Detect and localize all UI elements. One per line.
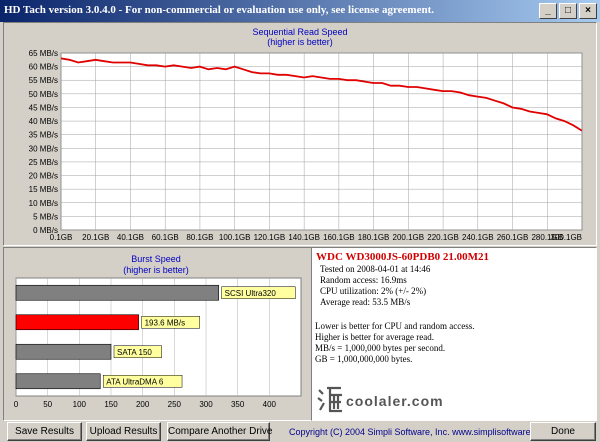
random-access: Random access: 16.9ms	[320, 275, 407, 285]
burst-x-tick-label: 0	[14, 400, 19, 409]
seq-x-tick-label: 0.1GB	[50, 233, 73, 242]
note-average-read: Higher is better for average read.	[315, 332, 434, 342]
sequential-read-subtitle: (higher is better)	[267, 37, 333, 47]
drive-model: WDC WD3000JS-60PDB0 21.00M21	[316, 251, 490, 263]
burst-label-box	[102, 375, 183, 388]
note-cpu-random: Lower is better for CPU and random acces…	[315, 321, 475, 331]
burst-speed-title: Burst Speed	[131, 254, 181, 264]
seq-x-tick-label: 260.1GB	[497, 233, 529, 242]
burst-label-box	[141, 316, 200, 329]
note-mbps-def: MB/s = 1,000,000 bytes per second.	[315, 343, 446, 353]
seq-x-tick-label: 200.1GB	[393, 233, 425, 242]
burst-x-axis: 0 50 100 150 200 250 300 350 400	[14, 400, 277, 409]
seq-x-tick-label: 80.1GB	[186, 233, 213, 242]
sequential-read-chart: Sequential Read Speed (higher is better)…	[29, 27, 583, 242]
burst-bar-label-ata-ultradma-6: ATA UltraDMA 6	[106, 377, 164, 386]
watermark-glyph-icon	[317, 386, 342, 413]
burst-bars: SCSI Ultra320 193.6 MB/s SATA 150 ATA Ultra…	[15, 284, 296, 390]
burst-speed-chart: Burst Speed (higher is better) SCSI Ultr…	[14, 254, 302, 409]
sequential-plot-area	[60, 52, 583, 231]
sequential-x-axis: 0.1GB 20.1GB 40.1GB 60.1GB 80.1GB 100.1GB 120.…	[50, 233, 582, 242]
burst-x-tick-label: 250	[168, 400, 182, 409]
seq-y-tick-label: 35 MB/s	[29, 131, 58, 140]
burst-bar-scsi-ultra320	[15, 284, 219, 301]
done-button[interactable]: Done	[530, 422, 596, 441]
burst-bar-193-6-mb-s	[15, 314, 139, 331]
compare-drive-button[interactable]: Compare Another Drive	[167, 422, 273, 441]
seq-x-tick-label: 140.1GB	[288, 233, 320, 242]
drive-info-panel: WDC WD3000JS-60PDB0 21.00M21 Tested on 2…	[311, 247, 597, 421]
burst-x-tick-label: 100	[73, 400, 87, 409]
note-gb-def: GB = 1,000,000,000 bytes.	[315, 354, 413, 364]
watermark: coolaler.com	[315, 384, 495, 414]
burst-x-tick-label: 300	[199, 400, 213, 409]
seq-x-tick-label: 180.1GB	[358, 233, 390, 242]
sequential-read-panel: Sequential Read Speed (higher is better)…	[3, 22, 597, 246]
tested-date: Tested on 2008-04-01 at 14:46	[320, 264, 431, 274]
burst-x-tick-label: 150	[104, 400, 118, 409]
sequential-y-axis: 0 MB/s 5 MB/s 10 MB/s 15 MB/s 20 MB/s 25 MB/s…	[29, 49, 58, 235]
seq-y-tick-label: 40 MB/s	[29, 117, 58, 126]
burst-bar-label-193-6-mb-s: 193.6 MB/s	[145, 318, 185, 327]
burst-bar-label-sata-150: SATA 150	[117, 348, 152, 357]
maximize-button[interactable]: □	[559, 3, 577, 19]
save-results-button[interactable]: Save Results	[7, 422, 82, 441]
burst-label-box	[113, 345, 162, 358]
burst-speed-subtitle: (higher is better)	[123, 265, 189, 275]
seq-y-tick-label: 0 MB/s	[33, 226, 58, 235]
minimize-button[interactable]: _	[539, 3, 557, 19]
window-controls: _ □ ×	[539, 3, 597, 19]
sequential-read-line	[60, 57, 583, 132]
burst-x-tick-label: 50	[43, 400, 52, 409]
seq-x-tick-label: 100.1GB	[219, 233, 251, 242]
seq-y-tick-label: 5 MB/s	[33, 212, 58, 221]
seq-x-tick-label: 220.1GB	[427, 233, 459, 242]
seq-y-tick-label: 60 MB/s	[29, 63, 58, 72]
seq-y-tick-label: 65 MB/s	[29, 49, 58, 58]
upload-results-button[interactable]: Upload Results	[86, 422, 161, 441]
title-bar: HD Tach version 3.0.4.0 - For non-commer…	[0, 0, 600, 22]
seq-y-tick-label: 55 MB/s	[29, 76, 58, 85]
window-title: HD Tach version 3.0.4.0 - For non-commer…	[4, 4, 434, 16]
burst-x-tick-label: 200	[136, 400, 150, 409]
burst-x-tick-label: 400	[263, 400, 277, 409]
close-button[interactable]: ×	[579, 3, 597, 19]
watermark-text: coolaler.com	[346, 393, 444, 409]
seq-y-tick-label: 10 MB/s	[29, 199, 58, 208]
seq-x-tick-label: 60.1GB	[152, 233, 179, 242]
seq-x-tick-label: 40.1GB	[117, 233, 144, 242]
copyright-text: Copyright (C) 2004 Simpli Software, Inc.…	[289, 427, 551, 437]
burst-bar-label-scsi-ultra320: SCSI Ultra320	[225, 289, 277, 298]
burst-speed-panel: Burst Speed (higher is better) SCSI Ultr…	[3, 247, 312, 421]
burst-x-tick-label: 350	[231, 400, 245, 409]
sequential-read-title: Sequential Read Speed	[252, 27, 347, 37]
sequential-grid	[60, 52, 583, 231]
seq-y-tick-label: 20 MB/s	[29, 172, 58, 181]
cpu-utilization: CPU utilization: 2% (+/- 2%)	[320, 286, 427, 296]
seq-y-tick-label: 15 MB/s	[29, 185, 58, 194]
burst-label-box	[221, 286, 296, 299]
seq-y-tick-label: 45 MB/s	[29, 103, 58, 112]
seq-x-tick-label: 240.1GB	[462, 233, 494, 242]
seq-x-tick-label: 300.1GB	[550, 233, 582, 242]
seq-y-tick-label: 50 MB/s	[29, 90, 58, 99]
burst-bar-ata-ultradma-6	[15, 373, 101, 390]
seq-x-tick-label: 20.1GB	[82, 233, 109, 242]
seq-y-tick-label: 30 MB/s	[29, 144, 58, 153]
seq-y-tick-label: 25 MB/s	[29, 158, 58, 167]
seq-x-tick-label: 160.1GB	[323, 233, 355, 242]
average-read: Average read: 53.5 MB/s	[320, 297, 411, 307]
seq-x-tick-label: 280.1GB	[531, 233, 563, 242]
burst-bar-sata-150	[15, 343, 112, 360]
seq-x-tick-label: 120.1GB	[254, 233, 286, 242]
